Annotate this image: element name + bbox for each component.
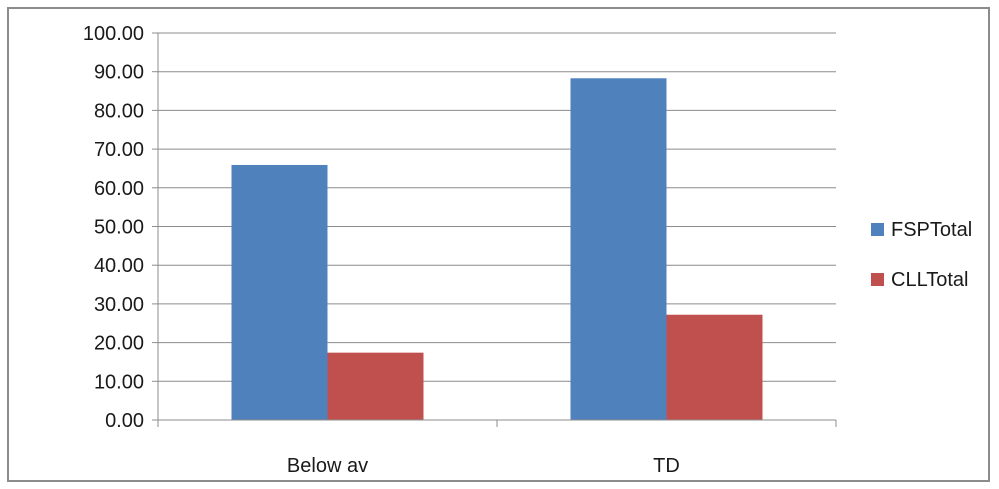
bar-clltotal-0	[327, 352, 424, 420]
legend-label-clltotal: CLLTotal	[891, 269, 968, 291]
bar-clltotal-1	[666, 314, 763, 420]
y-tick-label: 60.00	[94, 178, 144, 200]
y-tick-label: 0.00	[105, 410, 144, 432]
legend-label-fsptotal: FSPTotal	[891, 219, 972, 241]
y-tick-label: 70.00	[94, 139, 144, 161]
bar-fsptotal-1	[570, 78, 667, 421]
y-tick-label: 30.00	[94, 294, 144, 316]
y-tick-label: 80.00	[94, 100, 144, 122]
x-category-labels: Below av TD	[287, 455, 680, 477]
bars	[231, 78, 763, 421]
x-category-label: Below av	[287, 455, 368, 477]
y-tick-label: 100.00	[83, 23, 144, 45]
x-category-label: TD	[653, 455, 680, 477]
y-tick-label: 50.00	[94, 217, 144, 239]
chart-frame	[7, 7, 990, 482]
y-tick-label: 40.00	[94, 255, 144, 277]
y-tick-labels: 0.00 10.00 20.00 30.00 40.00 50.00 60.00 70.00 8…	[83, 23, 144, 432]
bar-fsptotal-0	[231, 164, 328, 420]
legend-swatch-clltotal	[871, 273, 884, 286]
legend-swatch-fsptotal	[871, 223, 884, 236]
axes	[152, 32, 837, 427]
y-tick-label: 90.00	[94, 62, 144, 84]
y-tick-label: 20.00	[94, 333, 144, 355]
y-tick-label: 10.00	[94, 371, 144, 393]
legend: FSPTotal CLLTotal	[871, 219, 972, 291]
